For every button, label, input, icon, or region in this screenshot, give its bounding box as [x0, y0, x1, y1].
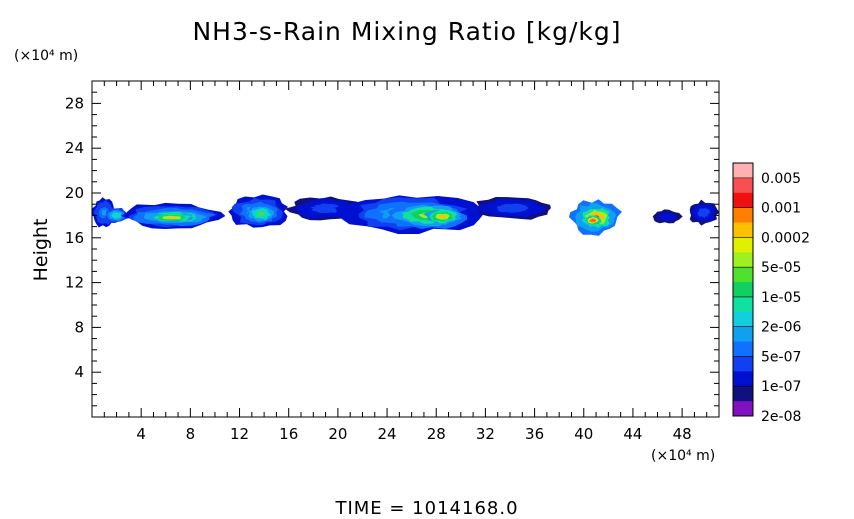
colorbar-label: 5e-07: [761, 349, 801, 365]
plot-frame: [91, 80, 720, 418]
colorbar-swatch: [733, 356, 753, 372]
y-tick-label: 12: [65, 274, 84, 292]
plot-area: [92, 81, 719, 417]
y-tick-label: 4: [74, 363, 84, 381]
colorbar-label: 0.001: [761, 201, 801, 217]
colorbar-swatch: [733, 222, 753, 238]
colorbar-swatch: [733, 386, 753, 402]
mixing-ratio-contour: [114, 213, 120, 218]
mixing-ratio-contour: [167, 216, 177, 219]
mixing-ratio-contour: [504, 205, 521, 211]
mixing-ratio-contour: [438, 214, 447, 218]
colorbar-label: 1e-07: [761, 379, 801, 395]
x-tick-label: 8: [186, 425, 196, 443]
data-layer: [92, 194, 719, 236]
mixing-ratio-contour: [101, 209, 107, 216]
colorbar-swatch: [733, 267, 753, 283]
y-axis-label: Height: [30, 219, 52, 282]
y-tick-label: 20: [65, 184, 84, 202]
x-tick-label: 40: [574, 425, 593, 443]
colorbar-label: 0.0002: [761, 230, 810, 246]
y-axis-unit-label: (×10⁴ m): [14, 48, 78, 64]
y-tick-label: 8: [74, 318, 84, 336]
y-tick-label: 16: [65, 229, 84, 247]
y-tick-label: 24: [65, 139, 84, 157]
colorbar-label: 5e-05: [761, 260, 801, 276]
x-tick-label: 36: [525, 425, 544, 443]
colorbar-swatch: [733, 401, 753, 417]
colorbar-swatch: [733, 252, 753, 268]
mixing-ratio-contour: [257, 211, 265, 216]
mixing-ratio-contour: [663, 215, 670, 218]
colorbar-swatch: [733, 163, 753, 179]
colorbar-swatch: [733, 371, 753, 387]
colorbar-label: 2e-06: [761, 320, 801, 336]
colorbar-swatch: [733, 326, 753, 343]
x-axis: 4 8 12 16 20 24 28 32 36 40 44 48: [136, 425, 691, 443]
colorbar-label: 0.005: [761, 171, 801, 187]
colorbar-swatch: [733, 311, 753, 328]
colorbar: 0.005 0.001 0.0002 5e-05 1e-05 2e-06 5e-07 1e-0…: [732, 162, 810, 425]
colorbar-swatch: [733, 177, 753, 194]
x-tick-label: 16: [279, 425, 298, 443]
colorbar-swatch: [733, 296, 753, 313]
colorbar-swatch: [733, 282, 753, 298]
x-tick-label: 20: [328, 425, 347, 443]
time-footer: TIME = 1014168.0: [334, 498, 518, 519]
y-axis: 4 8 12 16 20 24 28: [65, 94, 84, 381]
x-tick-label: 12: [230, 425, 249, 443]
x-tick-label: 44: [623, 425, 642, 443]
colorbar-swatch: [733, 207, 753, 224]
y-tick-label: 28: [65, 94, 84, 112]
colorbar-swatch: [733, 341, 753, 357]
colorbar-label: 2e-08: [761, 409, 801, 425]
x-tick-label: 48: [673, 425, 692, 443]
colorbar-swatch: [733, 237, 753, 253]
axis-ticks: [92, 81, 719, 417]
x-axis-unit-label: (×10⁴ m): [651, 448, 715, 464]
mixing-ratio-contour: [317, 206, 333, 212]
colorbar-label: 1e-05: [761, 290, 801, 306]
x-tick-label: 32: [476, 425, 495, 443]
chart-title: NH3-s-Rain Mixing Ratio [kg/kg]: [192, 17, 621, 46]
x-tick-label: 28: [427, 425, 446, 443]
x-tick-label: 24: [378, 425, 397, 443]
colorbar-swatch: [733, 192, 753, 209]
mixing-ratio-contour: [591, 219, 595, 222]
x-tick-label: 4: [136, 425, 146, 443]
mixing-ratio-contour: [700, 210, 707, 216]
